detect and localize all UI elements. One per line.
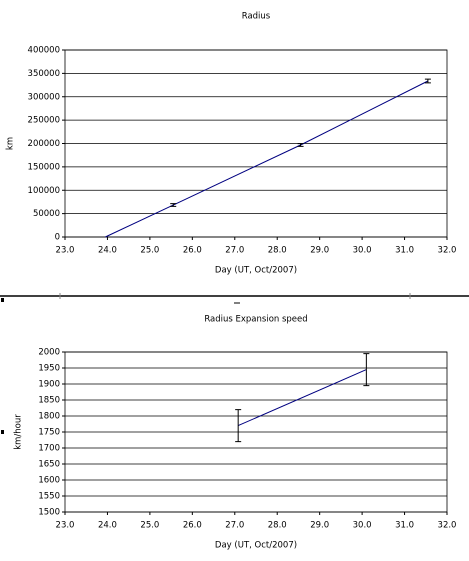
error-bar <box>424 78 431 84</box>
x-tick-label: 24.0 <box>98 246 117 256</box>
x-tick-label: 31.0 <box>395 521 414 531</box>
x-tick-label: 28.0 <box>268 521 287 531</box>
chart-title: Radius Expansion speed <box>204 315 307 325</box>
x-tick-label: 26.0 <box>183 521 202 531</box>
x-tick-label: 25.0 <box>140 521 159 531</box>
x-tick-label: 31.0 <box>395 246 414 256</box>
y-tick-label: 350000 <box>28 69 60 79</box>
y-tick-label: 1750 <box>38 428 60 438</box>
y-tick-label: 0 <box>55 233 60 243</box>
y-tick-label: 1550 <box>38 492 60 502</box>
y-tick-label: 1850 <box>38 396 60 406</box>
x-tick-label: 27.0 <box>225 246 244 256</box>
y-tick-label: 1650 <box>38 460 60 470</box>
x-tick-label: 29.0 <box>310 521 329 531</box>
x-axis-label: Day (UT, Oct/2007) <box>215 541 297 551</box>
y-tick-label: 1600 <box>38 476 60 486</box>
y-tick-label: 200000 <box>28 139 60 149</box>
x-tick-label: 32.0 <box>438 521 457 531</box>
data-line <box>237 369 367 427</box>
y-tick-label: 150000 <box>28 162 60 172</box>
y-tick-label: 1500 <box>38 508 60 518</box>
data-line <box>105 80 429 238</box>
x-tick-label: 23.0 <box>56 246 75 256</box>
y-tick-label: 1950 <box>38 364 60 374</box>
error-bar <box>170 203 177 207</box>
y-tick-label: 100000 <box>28 186 60 196</box>
y-tick-label: 300000 <box>28 92 60 102</box>
x-tick-label: 25.0 <box>140 246 159 256</box>
x-tick-label: 29.0 <box>310 246 329 256</box>
marker <box>1 430 4 434</box>
x-tick-label: 32.0 <box>438 246 457 256</box>
x-tick-label: 28.0 <box>268 246 287 256</box>
y-axis-label: km/hour <box>14 414 24 450</box>
error-bar <box>235 409 242 443</box>
y-tick-label: 50000 <box>33 209 60 219</box>
plot-frame <box>64 351 448 513</box>
y-tick-label: 1700 <box>38 444 60 454</box>
x-tick-label: 26.0 <box>183 246 202 256</box>
y-axis-label: km <box>6 137 16 150</box>
marker <box>1 298 4 302</box>
x-tick-label: 24.0 <box>98 521 117 531</box>
y-tick-label: 400000 <box>28 46 60 56</box>
x-tick-label: 23.0 <box>56 521 75 531</box>
x-tick-label: 30.0 <box>353 521 372 531</box>
error-bar <box>297 143 304 147</box>
plot-frame <box>64 49 448 238</box>
y-tick-label: 2000 <box>38 348 60 358</box>
x-axis-label: Day (UT, Oct/2007) <box>215 266 297 276</box>
y-tick-label: 1900 <box>38 380 60 390</box>
y-tick-label: 1800 <box>38 412 60 422</box>
x-tick-label: 27.0 <box>225 521 244 531</box>
y-tick-label: 250000 <box>28 116 60 126</box>
error-bar <box>363 353 370 387</box>
x-tick-label: 30.0 <box>353 246 372 256</box>
chart-title: Radius <box>242 12 271 22</box>
